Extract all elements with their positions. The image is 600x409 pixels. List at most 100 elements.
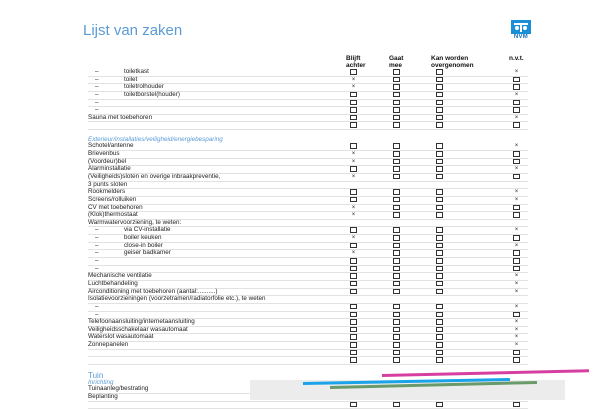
checkbox-gaat-mee[interactable] [393,173,400,181]
checkbox-gaat-mee[interactable] [393,265,400,273]
checkbox-nvt[interactable]: × [514,280,519,287]
checkbox-nvt[interactable] [513,99,520,107]
checkbox-kan-worden-overgenomen[interactable] [436,357,443,364]
checkbox-gaat-mee[interactable] [393,114,400,122]
checkbox-gaat-mee[interactable] [393,242,400,250]
checkbox-blijft-achter[interactable] [350,349,357,357]
checkbox-kan-worden-overgenomen[interactable] [436,303,443,311]
checkbox-gaat-mee[interactable] [393,204,400,212]
checkbox-kan-worden-overgenomen[interactable] [436,69,443,76]
checkbox-nvt[interactable] [513,158,520,166]
checkbox-gaat-mee[interactable] [393,227,400,234]
checkbox-gaat-mee[interactable] [393,196,400,204]
checkbox-gaat-mee[interactable] [393,158,400,166]
checkbox-nvt[interactable]: × [514,166,519,173]
checkbox-kan-worden-overgenomen[interactable] [436,212,443,219]
checkbox-nvt[interactable] [513,76,520,84]
checkbox-nvt[interactable]: × [514,227,519,234]
checkbox-kan-worden-overgenomen[interactable] [436,319,443,326]
checkbox-gaat-mee[interactable] [393,166,400,173]
checkbox-kan-worden-overgenomen[interactable] [436,326,443,334]
checkbox-nvt[interactable]: × [514,319,519,326]
checkbox-blijft-achter[interactable] [350,166,357,173]
checkbox-nvt[interactable]: × [514,288,519,295]
checkbox-kan-worden-overgenomen[interactable] [436,189,443,196]
checkbox-blijft-achter[interactable] [350,189,357,196]
checkbox-kan-worden-overgenomen[interactable] [436,91,443,99]
checkbox-kan-worden-overgenomen[interactable] [436,196,443,204]
checkbox-nvt[interactable] [513,151,520,158]
checkbox-blijft-achter[interactable] [350,114,357,122]
checkbox-kan-worden-overgenomen[interactable] [436,311,443,319]
checkbox-nvt[interactable]: × [514,189,519,196]
checkbox-gaat-mee[interactable] [393,189,400,196]
checkbox-blijft-achter[interactable]: × [351,204,356,211]
checkbox-blijft-achter[interactable] [350,122,357,129]
checkbox-blijft-achter[interactable] [350,265,357,273]
checkbox-nvt[interactable] [513,107,520,114]
checkbox-nvt[interactable] [513,212,520,219]
checkbox-blijft-achter[interactable] [350,242,357,250]
checkbox-gaat-mee[interactable] [393,357,400,364]
checkbox-blijft-achter[interactable]: × [351,151,356,158]
checkbox-gaat-mee[interactable] [393,122,400,129]
checkbox-gaat-mee[interactable] [393,326,400,334]
checkbox-gaat-mee[interactable] [393,99,400,107]
checkbox-gaat-mee[interactable] [393,258,400,265]
checkbox-nvt[interactable]: × [514,242,519,249]
checkbox-kan-worden-overgenomen[interactable] [436,258,443,265]
checkbox-gaat-mee[interactable] [393,235,400,242]
checkbox-nvt[interactable] [513,122,520,129]
checkbox-kan-worden-overgenomen[interactable] [436,265,443,273]
checkbox-kan-worden-overgenomen[interactable] [436,334,443,341]
checkbox-kan-worden-overgenomen[interactable] [436,99,443,107]
checkbox-kan-worden-overgenomen[interactable] [436,288,443,296]
checkbox-nvt[interactable] [513,349,520,357]
checkbox-gaat-mee[interactable] [393,212,400,219]
checkbox-blijft-achter[interactable]: × [351,235,356,242]
checkbox-nvt[interactable] [513,357,520,364]
checkbox-gaat-mee[interactable] [393,280,400,288]
checkbox-gaat-mee[interactable] [393,151,400,158]
checkbox-kan-worden-overgenomen[interactable] [436,151,443,158]
checkbox-gaat-mee[interactable] [393,334,400,341]
checkbox-gaat-mee[interactable] [393,311,400,319]
checkbox-blijft-achter[interactable]: × [351,84,356,91]
checkbox-blijft-achter[interactable] [350,273,357,280]
checkbox-blijft-achter[interactable] [350,280,357,288]
checkbox-kan-worden-overgenomen[interactable] [436,84,443,91]
checkbox-gaat-mee[interactable] [393,91,400,99]
checkbox-kan-worden-overgenomen[interactable] [436,250,443,257]
checkbox-gaat-mee[interactable] [393,250,400,257]
checkbox-blijft-achter[interactable] [350,258,357,265]
checkbox-gaat-mee[interactable] [393,349,400,357]
checkbox-nvt[interactable] [513,84,520,91]
checkbox-kan-worden-overgenomen[interactable] [436,122,443,129]
checkbox-blijft-achter[interactable] [350,357,357,364]
checkbox-gaat-mee[interactable] [393,107,400,114]
checkbox-kan-worden-overgenomen[interactable] [436,273,443,280]
checkbox-kan-worden-overgenomen[interactable] [436,401,443,409]
checkbox-nvt[interactable]: × [514,303,519,310]
checkbox-kan-worden-overgenomen[interactable] [436,114,443,122]
checkbox-blijft-achter[interactable]: × [351,173,356,180]
checkbox-nvt[interactable]: × [514,143,519,150]
checkbox-gaat-mee[interactable] [393,342,400,349]
checkbox-kan-worden-overgenomen[interactable] [436,349,443,357]
checkbox-gaat-mee[interactable] [393,84,400,91]
checkbox-gaat-mee[interactable] [393,288,400,296]
checkbox-nvt[interactable]: × [514,91,519,98]
checkbox-nvt[interactable]: × [514,69,519,75]
checkbox-kan-worden-overgenomen[interactable] [436,76,443,84]
checkbox-nvt[interactable] [513,204,520,212]
checkbox-blijft-achter[interactable]: × [351,76,356,83]
checkbox-blijft-achter[interactable] [350,288,357,296]
checkbox-gaat-mee[interactable] [393,143,400,150]
checkbox-nvt[interactable] [513,311,520,319]
checkbox-kan-worden-overgenomen[interactable] [436,227,443,234]
checkbox-kan-worden-overgenomen[interactable] [436,107,443,114]
checkbox-gaat-mee[interactable] [393,303,400,311]
checkbox-nvt[interactable] [513,401,520,409]
checkbox-blijft-achter[interactable] [350,311,357,319]
checkbox-blijft-achter[interactable]: × [351,212,356,219]
